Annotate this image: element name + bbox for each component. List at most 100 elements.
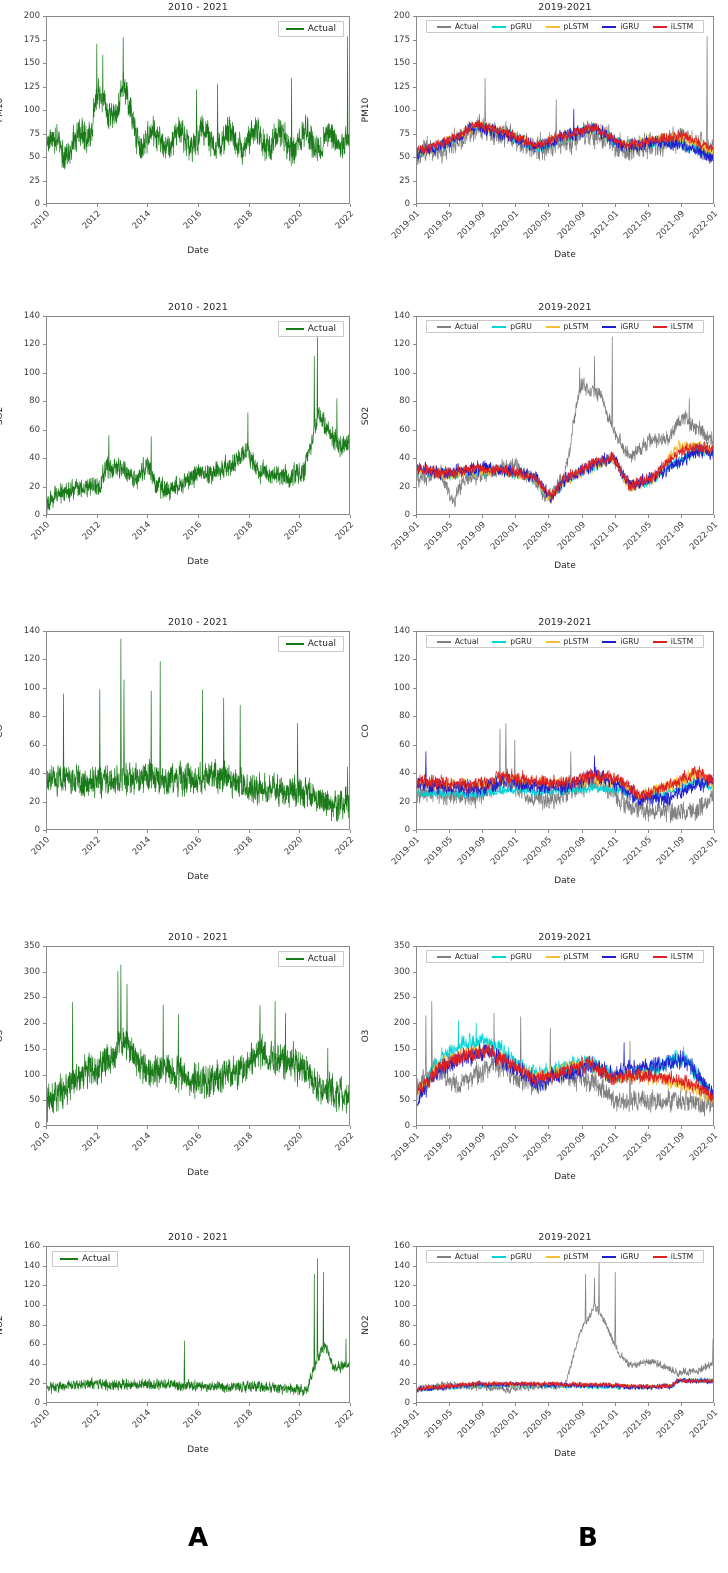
- legend-label: Actual: [454, 22, 479, 31]
- chart-legend[interactable]: Actual pGRU pLSTM iGRU iLSTM: [426, 950, 704, 963]
- legend-item-pGRU[interactable]: pGRU: [492, 1252, 532, 1261]
- plot-area: [46, 631, 350, 830]
- legend-label: pLSTM: [563, 322, 589, 331]
- legend-item-Actual[interactable]: Actual: [285, 324, 336, 334]
- y-tick-label: 60: [29, 1339, 40, 1350]
- legend-item-Actual[interactable]: Actual: [285, 954, 336, 964]
- legend-swatch-Actual: [436, 1255, 451, 1258]
- legend-item-pGRU[interactable]: pGRU: [492, 952, 532, 961]
- chart-title: 2010 - 2021: [167, 1232, 229, 1243]
- legend-item-Actual[interactable]: Actual: [436, 1252, 479, 1261]
- legend-item-Actual[interactable]: Actual: [436, 322, 479, 331]
- legend-item-iGRU[interactable]: iGRU: [602, 952, 639, 961]
- x-tick-mark: [416, 1403, 417, 1406]
- legend-item-pLSTM[interactable]: pLSTM: [545, 322, 589, 331]
- y-tick-mark: [43, 372, 46, 374]
- chart-cell-co-left: 2010 - 2021 0 20 40 60 80 100 120 140 CO 2010 2012 2…: [0, 615, 364, 930]
- y-axis-label: SO2: [361, 406, 371, 425]
- y-tick-label: 25: [399, 175, 410, 186]
- chart-grid: 2010 - 2021 0 25 50 75 100 125 150 175 200 PM10 201…: [0, 2, 720, 1459]
- legend-item-pGRU[interactable]: pGRU: [492, 322, 532, 331]
- legend-item-iLSTM[interactable]: iLSTM: [652, 952, 693, 961]
- legend-swatch-pLSTM: [545, 640, 560, 643]
- chart-legend[interactable]: Actual pGRU pLSTM iGRU iLSTM: [426, 635, 704, 648]
- legend-label: Actual: [454, 322, 479, 331]
- legend-item-Actual[interactable]: Actual: [60, 1254, 110, 1264]
- y-tick-label: 80: [399, 396, 410, 407]
- chart-legend[interactable]: Actual: [277, 321, 344, 337]
- legend-item-pGRU[interactable]: pGRU: [492, 22, 532, 31]
- y-tick-mark: [413, 204, 416, 205]
- y-tick-label: 140: [23, 626, 40, 636]
- x-tick-mark: [614, 1126, 616, 1129]
- chart-legend[interactable]: Actual: [277, 951, 344, 967]
- chart-title: 2010 - 2021: [167, 2, 229, 13]
- legend-item-pLSTM[interactable]: pLSTM: [545, 952, 589, 961]
- legend-item-pGRU[interactable]: pGRU: [492, 637, 532, 646]
- y-tick-label: 20: [399, 796, 410, 807]
- legend-item-iGRU[interactable]: iGRU: [602, 322, 639, 331]
- y-tick-mark: [43, 631, 46, 632]
- chart-legend[interactable]: Actual: [277, 21, 344, 37]
- x-tick-mark: [647, 1126, 649, 1129]
- x-tick-mark: [248, 830, 250, 833]
- y-tick-label: 40: [399, 1358, 410, 1369]
- x-tick-mark: [96, 1403, 98, 1406]
- x-tick-mark: [581, 515, 583, 518]
- y-tick-mark: [413, 1246, 416, 1247]
- legend-item-Actual[interactable]: Actual: [436, 22, 479, 31]
- chart-legend[interactable]: Actual: [277, 636, 344, 652]
- y-tick-label: 120: [23, 1280, 40, 1291]
- legend-swatch-pLSTM: [545, 1255, 560, 1258]
- x-tick-mark: [548, 830, 550, 833]
- x-tick-mark: [147, 830, 149, 833]
- x-axis-label: Date: [187, 557, 209, 567]
- legend-item-iLSTM[interactable]: iLSTM: [652, 22, 694, 31]
- chart-legend[interactable]: Actual pGRU pLSTM iGRU iLSTM: [426, 1250, 704, 1263]
- x-tick-mark: [548, 1126, 550, 1129]
- y-tick-mark: [413, 631, 416, 632]
- y-tick-mark: [413, 744, 416, 746]
- y-tick-mark: [43, 801, 46, 803]
- chart-legend[interactable]: Actual: [52, 1251, 119, 1267]
- chart-legend[interactable]: Actual pGRU pLSTM iGRU iLSTM: [426, 20, 704, 33]
- legend-label: pGRU: [510, 952, 532, 961]
- series-line-iLSTM: [417, 765, 713, 802]
- y-tick-label: 0: [404, 199, 410, 209]
- y-tick-label: 100: [23, 105, 40, 115]
- y-tick-mark: [43, 16, 46, 17]
- legend-item-Actual[interactable]: Actual: [436, 637, 479, 646]
- y-tick-label: 250: [393, 992, 410, 1003]
- legend-item-Actual[interactable]: Actual: [285, 24, 336, 34]
- legend-item-Actual[interactable]: Actual: [436, 952, 479, 961]
- y-tick-mark: [413, 1048, 416, 1050]
- y-tick-label: 300: [393, 966, 410, 977]
- legend-item-Actual[interactable]: Actual: [285, 639, 336, 649]
- y-tick-label: 25: [29, 175, 40, 186]
- y-tick-mark: [413, 39, 416, 41]
- y-tick-label: 60: [399, 1339, 410, 1350]
- legend-item-iLSTM[interactable]: iLSTM: [652, 1252, 693, 1261]
- legend-label: pLSTM: [563, 952, 589, 961]
- series-line-pLSTM: [417, 1043, 713, 1105]
- legend-item-pLSTM[interactable]: pLSTM: [545, 637, 589, 646]
- x-tick-mark: [46, 1126, 47, 1129]
- legend-item-iLSTM[interactable]: iLSTM: [652, 637, 693, 646]
- legend-item-pLSTM[interactable]: pLSTM: [545, 22, 589, 31]
- legend-item-iGRU[interactable]: iGRU: [602, 22, 639, 31]
- legend-label: pGRU: [510, 1252, 532, 1261]
- legend-item-iGRU[interactable]: iGRU: [602, 1252, 639, 1261]
- legend-label: iLSTM: [670, 22, 694, 31]
- legend-swatch-Actual: [285, 28, 304, 30]
- legend-swatch-pGRU: [492, 955, 507, 958]
- x-tick-mark: [416, 830, 417, 833]
- x-tick-mark: [46, 515, 47, 518]
- legend-item-iLSTM[interactable]: iLSTM: [652, 322, 693, 331]
- legend-label: pLSTM: [563, 637, 589, 646]
- chart-legend[interactable]: Actual pGRU pLSTM iGRU iLSTM: [426, 320, 704, 333]
- legend-item-iGRU[interactable]: iGRU: [602, 637, 639, 646]
- y-tick-mark: [413, 1403, 416, 1404]
- legend-item-pLSTM[interactable]: pLSTM: [545, 1252, 589, 1261]
- y-tick-label: 60: [29, 739, 40, 750]
